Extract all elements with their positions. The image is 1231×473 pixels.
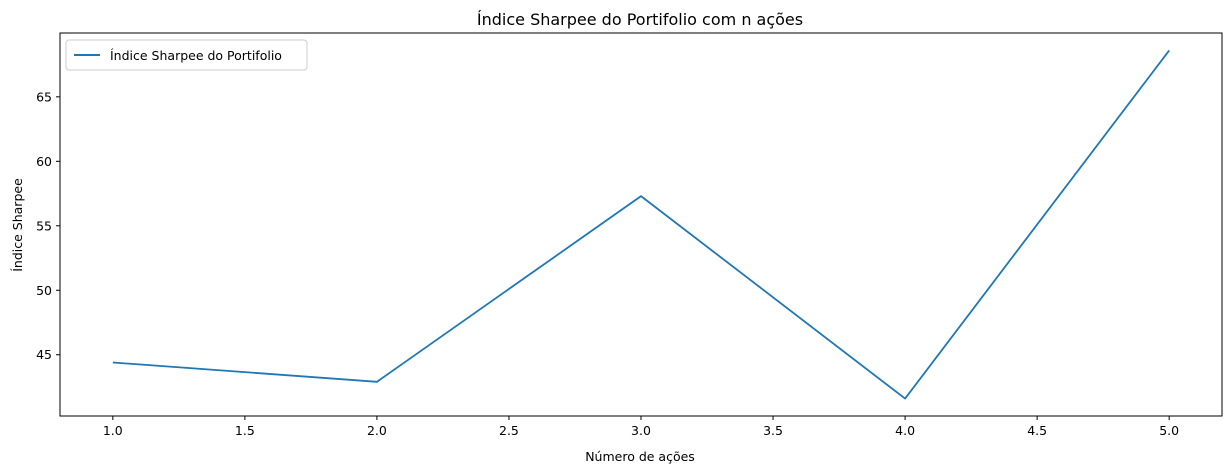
x-tick-label: 2.0 (367, 423, 387, 438)
x-tick-label: 1.5 (235, 423, 255, 438)
series-line (112, 49, 1170, 400)
x-axis-label: Número de ações (585, 449, 695, 464)
legend-label: Índice Sharpee do Portifolio (110, 48, 282, 63)
x-tick-label: 3.0 (631, 423, 651, 438)
y-tick-label: 60 (36, 154, 52, 169)
x-tick-label: 4.5 (1027, 423, 1047, 438)
x-tick-label: 3.5 (763, 423, 783, 438)
x-tick-label: 1.0 (103, 423, 123, 438)
y-tick-label: 65 (36, 89, 52, 104)
legend-box (65, 39, 308, 71)
y-tick-label: 45 (36, 347, 52, 362)
series-line-group (112, 49, 1170, 400)
y-axis-label: Índice Sharpee (10, 178, 25, 272)
y-axis-ticks: 45 50 55 60 65 (36, 89, 60, 362)
y-tick-label: 55 (36, 218, 52, 233)
x-tick-label: 2.5 (499, 423, 519, 438)
plot-frame (59, 32, 1223, 417)
x-tick-label: 4.0 (895, 423, 915, 438)
y-tick-label: 50 (36, 283, 52, 298)
chart-title: Índice Sharpee do Portifolio com n ações (477, 10, 803, 29)
x-axis-ticks: 1.0 1.5 2.0 2.5 3.0 3.5 4.0 4.5 5.0 (103, 416, 1179, 438)
legend: Índice Sharpee do Portifolio (65, 39, 308, 71)
x-tick-label: 5.0 (1159, 423, 1179, 438)
